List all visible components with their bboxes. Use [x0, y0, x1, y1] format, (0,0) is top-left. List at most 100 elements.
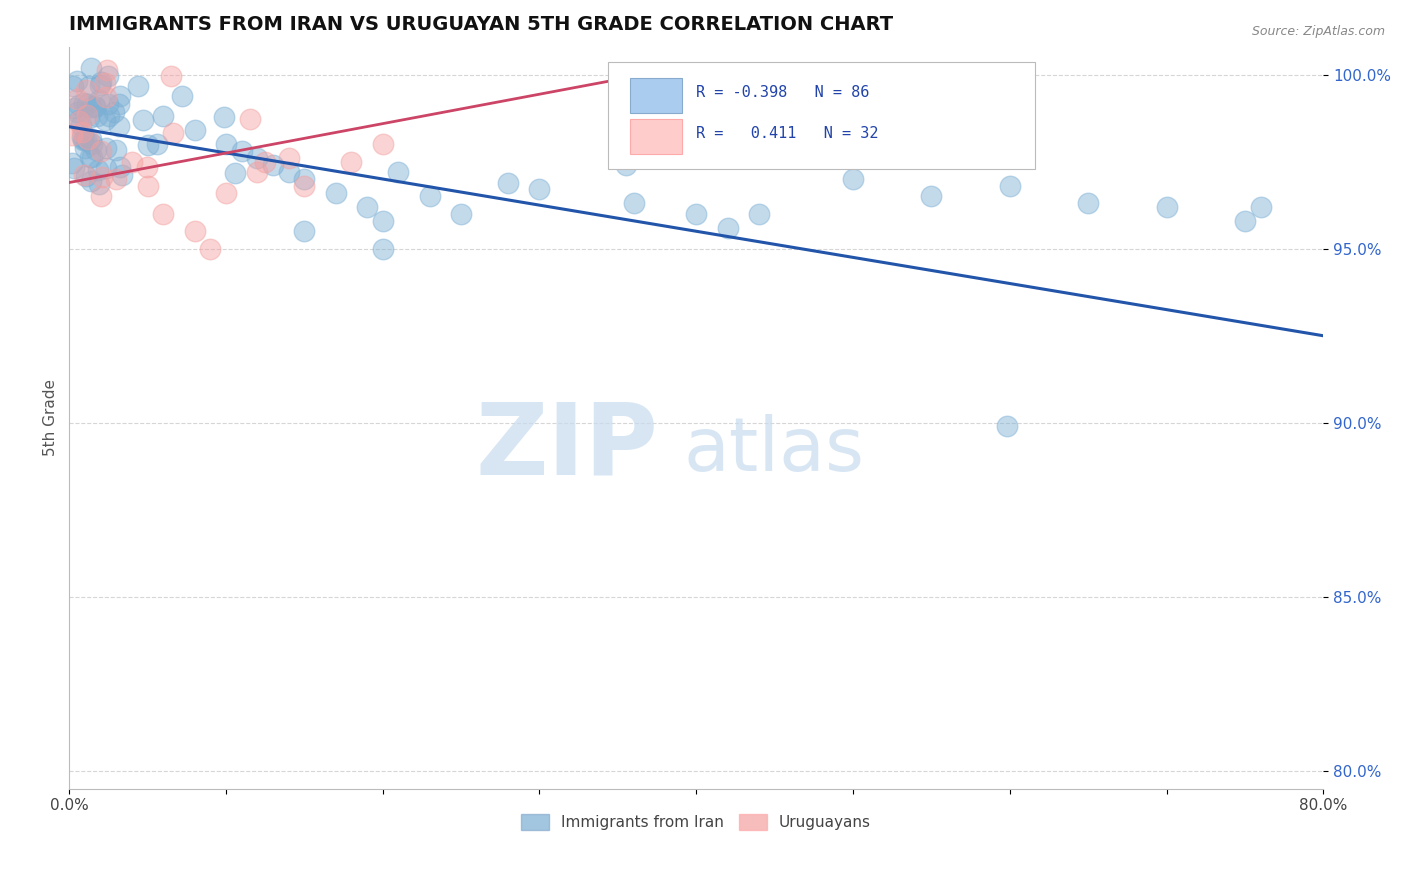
Point — [215, 137, 238, 152]
Text: R =   0.411   N = 32: R = 0.411 N = 32 — [696, 126, 879, 141]
Point — [1156, 200, 1178, 214]
Point — [77, 132, 100, 146]
Point — [277, 151, 299, 165]
Point — [90, 144, 112, 158]
Point — [1250, 200, 1272, 214]
Bar — [630, 119, 682, 154]
Point — [920, 189, 942, 203]
Point — [80, 132, 103, 146]
Point — [94, 89, 117, 103]
Point — [685, 207, 707, 221]
Point — [62, 79, 84, 94]
Text: atlas: atlas — [683, 415, 865, 488]
Point — [97, 97, 120, 112]
Point — [75, 83, 97, 97]
Point — [172, 88, 194, 103]
Point — [292, 224, 315, 238]
Point — [63, 101, 86, 115]
Point — [66, 104, 89, 119]
Point — [340, 154, 363, 169]
Point — [73, 95, 96, 110]
Point — [73, 141, 96, 155]
Point — [87, 177, 110, 191]
Point — [72, 125, 94, 139]
Point — [325, 186, 347, 200]
Point — [86, 109, 108, 123]
FancyBboxPatch shape — [609, 62, 1035, 169]
Point — [231, 144, 253, 158]
Point — [66, 92, 89, 106]
Point — [215, 186, 238, 200]
Point — [94, 113, 117, 128]
Point — [97, 109, 120, 123]
Point — [152, 207, 174, 221]
Point — [998, 179, 1021, 194]
Point — [87, 93, 110, 107]
Point — [842, 172, 865, 186]
Point — [1077, 196, 1099, 211]
Point — [200, 242, 222, 256]
Point — [103, 105, 125, 120]
Point — [90, 169, 112, 184]
Point — [614, 158, 637, 172]
Point — [717, 220, 740, 235]
Point — [419, 189, 441, 203]
Point — [76, 97, 98, 112]
Point — [77, 112, 100, 126]
Point — [80, 150, 103, 164]
Point — [93, 77, 115, 91]
Point — [67, 98, 90, 112]
Y-axis label: 5th Grade: 5th Grade — [44, 379, 58, 456]
Point — [84, 99, 107, 113]
Point — [72, 133, 94, 147]
Point — [135, 160, 157, 174]
Point — [90, 189, 112, 203]
Point — [292, 179, 315, 194]
Point — [277, 165, 299, 179]
Point — [75, 169, 97, 183]
Point — [69, 114, 91, 128]
Point — [90, 75, 112, 89]
Point — [96, 62, 118, 77]
Point — [246, 151, 269, 165]
Point — [111, 168, 134, 182]
Point — [1233, 214, 1256, 228]
Point — [292, 172, 315, 186]
Point — [136, 179, 159, 194]
Point — [66, 74, 89, 88]
Point — [96, 161, 118, 175]
Point — [80, 136, 103, 151]
Point — [262, 158, 284, 172]
Point — [63, 161, 86, 175]
Point — [60, 156, 83, 170]
Point — [132, 113, 155, 128]
Bar — [630, 78, 682, 113]
Point — [371, 214, 394, 228]
Point — [136, 138, 159, 153]
Point — [87, 163, 110, 178]
Point — [224, 166, 246, 180]
Point — [84, 143, 107, 157]
Point — [84, 100, 107, 114]
Point — [73, 132, 96, 146]
Point — [80, 100, 103, 114]
Point — [253, 154, 276, 169]
Point — [623, 196, 645, 211]
Point — [183, 123, 205, 137]
Point — [356, 200, 378, 214]
Point — [160, 69, 183, 83]
Point — [614, 78, 637, 92]
Point — [79, 151, 101, 165]
Legend: Immigrants from Iran, Uruguayans: Immigrants from Iran, Uruguayans — [516, 808, 877, 837]
Text: IMMIGRANTS FROM IRAN VS URUGUAYAN 5TH GRADE CORRELATION CHART: IMMIGRANTS FROM IRAN VS URUGUAYAN 5TH GR… — [69, 15, 893, 34]
Point — [80, 61, 103, 75]
Point — [371, 242, 394, 256]
Point — [89, 78, 111, 92]
Point — [104, 143, 127, 157]
Point — [108, 119, 131, 133]
Point — [110, 88, 132, 103]
Point — [748, 207, 770, 221]
Point — [121, 154, 143, 169]
Point — [97, 70, 120, 84]
Point — [67, 113, 90, 128]
